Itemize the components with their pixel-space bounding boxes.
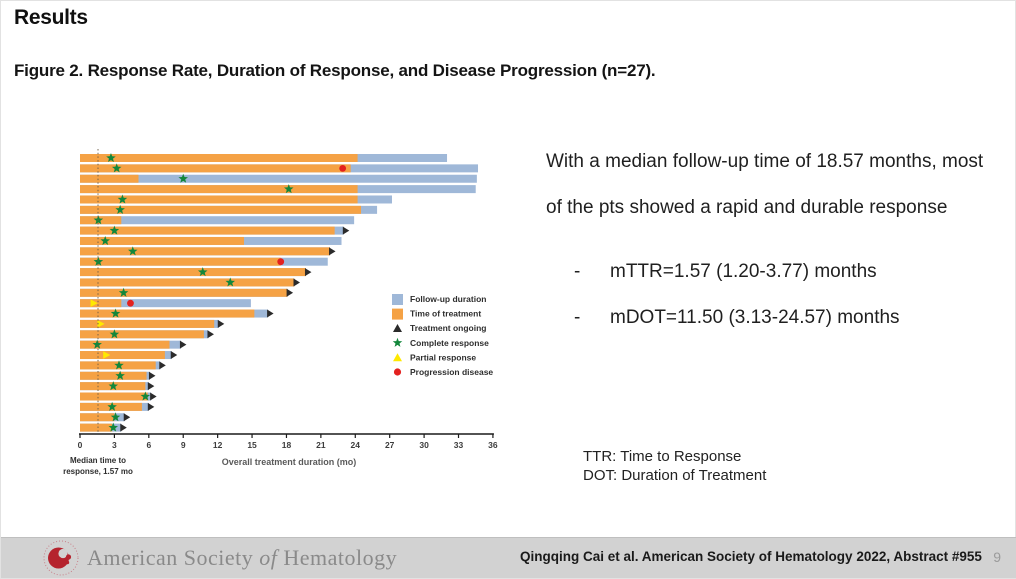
svg-text:21: 21 bbox=[316, 440, 326, 450]
progression-marker bbox=[339, 164, 347, 172]
treatment-bar bbox=[80, 423, 113, 432]
note-ttr: TTR: Time to Response bbox=[583, 448, 742, 465]
bullet-mttr-text: mTTR=1.57 (1.20-3.77) months bbox=[610, 261, 877, 282]
treatment-bar bbox=[80, 164, 351, 173]
treatment-ongoing-marker bbox=[293, 278, 300, 287]
summary-paragraph: With a median follow-up time of 18.57 mo… bbox=[546, 151, 984, 218]
ash-wordmark-pre: American Society bbox=[87, 545, 260, 570]
treatment-bar bbox=[80, 309, 255, 318]
treatment-ongoing-marker bbox=[123, 413, 131, 422]
svg-text:Partial response: Partial response bbox=[410, 352, 476, 362]
treatment-bar bbox=[80, 154, 358, 162]
svg-text:27: 27 bbox=[385, 440, 395, 450]
treatment-ongoing-marker bbox=[329, 247, 336, 256]
treatment-ongoing-marker bbox=[147, 382, 155, 391]
svg-text:0: 0 bbox=[78, 440, 83, 450]
treatment-ongoing-marker bbox=[342, 226, 350, 235]
svg-text:24: 24 bbox=[351, 440, 361, 450]
ash-wordmark-of: of bbox=[259, 545, 278, 570]
partial-response-marker bbox=[103, 351, 111, 359]
footer-bar: American Society of Hematology Qingqing … bbox=[1, 537, 1016, 578]
ash-wordmark-post: Hematology bbox=[277, 545, 398, 570]
treatment-bar bbox=[80, 185, 358, 194]
svg-text:36: 36 bbox=[488, 440, 498, 450]
page-title: Results bbox=[14, 6, 88, 29]
treatment-bar bbox=[80, 330, 204, 339]
treatment-ongoing-marker bbox=[120, 423, 127, 432]
treatment-ongoing-marker bbox=[170, 351, 178, 360]
treatment-bar bbox=[80, 195, 358, 204]
treatment-bar bbox=[80, 278, 295, 287]
treatment-bar bbox=[80, 413, 115, 422]
partial-response-marker bbox=[97, 320, 105, 328]
treatment-ongoing-marker bbox=[267, 309, 274, 318]
treatment-bar bbox=[80, 351, 165, 360]
treatment-bar bbox=[80, 340, 170, 349]
followup-bar bbox=[80, 216, 355, 225]
treatment-ongoing-marker bbox=[217, 319, 225, 328]
treatment-ongoing-marker bbox=[286, 288, 294, 297]
treatment-bar bbox=[80, 226, 335, 235]
treatment-bar bbox=[80, 392, 148, 401]
treatment-bar bbox=[80, 319, 215, 328]
treatment-bar bbox=[80, 174, 139, 183]
treatment-ongoing-marker bbox=[304, 268, 312, 277]
bullet-mttr: - mTTR=1.57 (1.20-3.77) months bbox=[546, 249, 998, 295]
treatment-bar bbox=[80, 299, 122, 308]
svg-text:3: 3 bbox=[112, 440, 117, 450]
svg-text:33: 33 bbox=[454, 440, 464, 450]
treatment-bar bbox=[80, 371, 147, 380]
svg-text:30: 30 bbox=[419, 440, 429, 450]
partial-response-marker bbox=[90, 299, 98, 307]
treatment-bar bbox=[80, 268, 306, 277]
treatment-bar bbox=[80, 236, 245, 245]
svg-text:18: 18 bbox=[282, 440, 292, 450]
treatment-ongoing-marker bbox=[159, 361, 166, 370]
svg-text:Time of treatment: Time of treatment bbox=[410, 309, 481, 319]
bullet-mdot: - mDOT=11.50 (3.13-24.57) months bbox=[546, 295, 998, 341]
treatment-ongoing-marker bbox=[207, 330, 214, 339]
followup-bar bbox=[80, 299, 251, 308]
svg-text:12: 12 bbox=[213, 440, 223, 450]
svg-text:15: 15 bbox=[247, 440, 257, 450]
svg-text:Progression disease: Progression disease bbox=[410, 367, 493, 377]
treatment-bar bbox=[80, 257, 281, 266]
svg-text:Treatment ongoing: Treatment ongoing bbox=[410, 323, 487, 333]
ash-logo-icon bbox=[43, 540, 79, 576]
note-dot: DOT: Duration of Treatment bbox=[583, 467, 767, 484]
treatment-bar bbox=[80, 288, 288, 297]
page-number: 9 bbox=[993, 549, 1001, 565]
progression-marker bbox=[127, 299, 134, 307]
summary-panel: With a median follow-up time of 18.57 mo… bbox=[546, 139, 998, 341]
citation-text: Qingqing Cai et al. American Society of … bbox=[520, 549, 982, 564]
treatment-bar bbox=[80, 205, 362, 214]
treatment-ongoing-marker bbox=[150, 392, 157, 401]
treatment-ongoing-marker bbox=[148, 371, 156, 380]
svg-text:Complete response: Complete response bbox=[410, 338, 489, 348]
svg-text:9: 9 bbox=[181, 440, 186, 450]
bullet-mdot-text: mDOT=11.50 (3.13-24.57) months bbox=[610, 307, 900, 328]
figure-caption: Figure 2. Response Rate, Duration of Res… bbox=[14, 61, 656, 80]
summary-bullets: - mTTR=1.57 (1.20-3.77) months - mDOT=11… bbox=[546, 249, 998, 341]
progression-marker bbox=[277, 258, 285, 266]
treatment-bar bbox=[80, 247, 331, 256]
svg-text:response, 1.57 mo: response, 1.57 mo bbox=[63, 467, 133, 476]
svg-text:Median time to: Median time to bbox=[70, 456, 126, 465]
svg-text:Follow-up duration: Follow-up duration bbox=[410, 294, 486, 304]
treatment-ongoing-marker bbox=[147, 402, 155, 411]
swimmer-plot-chart: 0 3 6 9 12 15 18 21 24 27 30 33 36 Overall treatment … bbox=[56, 144, 516, 492]
followup-bar bbox=[80, 174, 477, 183]
treatment-ongoing-marker bbox=[179, 340, 187, 349]
svg-text:Overall treatment duration (mo: Overall treatment duration (mo) bbox=[222, 457, 357, 467]
svg-text:6: 6 bbox=[146, 440, 151, 450]
bullet-dash: - bbox=[574, 261, 581, 282]
ash-wordmark: American Society of Hematology bbox=[87, 545, 397, 571]
abbreviation-notes: TTR: Time to Response DOT: Duration of T… bbox=[583, 447, 766, 485]
bullet-dash: - bbox=[574, 307, 581, 328]
